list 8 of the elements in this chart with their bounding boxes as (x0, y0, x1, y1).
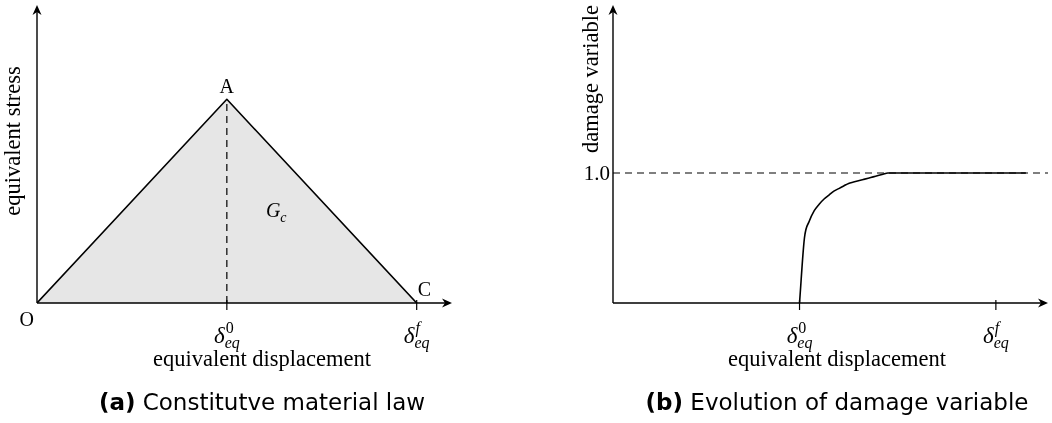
annotation: A (219, 75, 235, 98)
ref-line-label: 1.0 (583, 160, 610, 185)
text: (a) Constitutve material law (98, 388, 426, 416)
annotation: C (417, 278, 432, 300)
y-axis-title: equivalent stress (0, 66, 25, 216)
x-tick-label: O (19, 308, 35, 330)
y-axis-title: damage variable (577, 4, 603, 154)
text: (b) Evolution of damage variable (645, 388, 1029, 416)
